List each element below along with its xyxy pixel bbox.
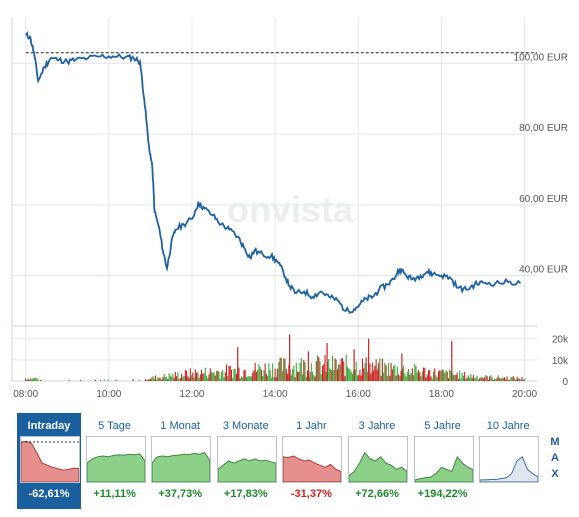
price-tick-label: 100,00 EUR — [514, 52, 568, 63]
range-tab-label: 1 Jahr — [296, 420, 327, 432]
price-tick-label: 80,00 EUR — [519, 123, 568, 134]
range-tab-change: -31,37% — [290, 488, 332, 500]
range-tab-label: 5 Jahre — [424, 420, 461, 432]
volume-bars — [25, 334, 526, 381]
range-tab-3-monate[interactable]: 3 Monate +17,83% — [214, 413, 278, 509]
time-tick-label: 18:00 — [429, 389, 454, 400]
max-letter: A — [551, 452, 559, 464]
price-chart[interactable]: onvista 100,00 EUR 80,00 EUR 60,00 EUR 40,0… — [0, 0, 579, 410]
range-tab-sparkline — [151, 436, 212, 483]
time-range-tabs: Intraday -62,61% 5 Tage +11,11% 1 Monat +37,7… — [17, 413, 562, 513]
sparkline-area — [152, 452, 211, 482]
range-tab-5-jahre[interactable]: 5 Jahre +194,22% — [411, 413, 475, 509]
sparkline-area — [349, 451, 407, 482]
range-tab-change: +11,11% — [93, 488, 136, 500]
time-tick-label: 20:00 — [512, 389, 537, 400]
price-series-line — [25, 30, 522, 314]
range-tab-change: +37,73% — [158, 488, 203, 500]
sparkline-area — [86, 453, 145, 482]
range-tab-sparkline — [348, 436, 408, 483]
range-tab-intraday[interactable]: Intraday -62,61% — [17, 413, 81, 509]
time-tick-label: 16:00 — [346, 389, 371, 400]
time-axis: 08:00 10:00 12:00 14:00 16:00 18:00 20:00 — [13, 389, 537, 400]
range-tab-10-jahre[interactable]: 10 Jahre — [476, 413, 540, 509]
range-tab-change: +72,66% — [355, 488, 399, 500]
range-tab-sparkline — [479, 436, 540, 483]
range-tab-label: 10 Jahre — [486, 420, 530, 432]
range-tab-label: 3 Jahre — [358, 420, 396, 432]
sparkline-area — [414, 455, 473, 482]
max-letter: X — [551, 468, 559, 480]
max-range-button[interactable]: M A X — [548, 434, 562, 482]
range-tab-label: Intraday — [27, 420, 71, 432]
sparkline-area — [480, 455, 539, 482]
volume-axis: 20k 10k 0 — [552, 335, 569, 388]
volume-tick-label: 20k — [552, 335, 569, 346]
time-tick-label: 10:00 — [96, 389, 121, 400]
range-tab-label: 1 Monat — [160, 420, 201, 432]
price-tick-label: 40,00 EUR — [519, 265, 568, 276]
volume-tick-label: 10k — [552, 356, 569, 367]
range-tab-sparkline — [85, 436, 146, 483]
time-tick-label: 12:00 — [179, 389, 204, 400]
range-tab-1-jahr[interactable]: 1 Jahr -31,37% — [279, 413, 343, 509]
sparkline-area — [217, 458, 276, 482]
range-tab-change: +17,83% — [223, 488, 268, 500]
time-tick-label: 08:00 — [13, 389, 38, 400]
time-tick-label: 14:00 — [263, 389, 288, 400]
range-tab-sparkline — [282, 436, 343, 483]
sparkline-area — [21, 440, 79, 482]
max-letter: M — [550, 436, 560, 448]
range-tab-sparkline — [20, 436, 80, 483]
sparkline-area — [283, 455, 342, 482]
range-tab-change: -62,61% — [28, 488, 70, 500]
range-tab-sparkline — [216, 436, 277, 483]
range-tab-1-monat[interactable]: 1 Monat +37,73% — [148, 413, 212, 509]
range-tab-sparkline — [413, 436, 474, 483]
price-axis: 100,00 EUR 80,00 EUR 60,00 EUR 40,00 EUR — [514, 52, 568, 275]
watermark-logo: onvista — [227, 189, 354, 230]
volume-tick-label: 0 — [562, 377, 568, 388]
range-tab-change: +194,22% — [417, 488, 468, 500]
range-tab-label: 5 Tage — [98, 420, 131, 432]
range-tab-3-jahre[interactable]: 3 Jahre +72,66% — [345, 413, 409, 509]
range-tab-label: 3 Monate — [222, 420, 269, 432]
price-tick-label: 60,00 EUR — [519, 194, 568, 205]
range-tab-5-tage[interactable]: 5 Tage +11,11% — [83, 413, 147, 509]
